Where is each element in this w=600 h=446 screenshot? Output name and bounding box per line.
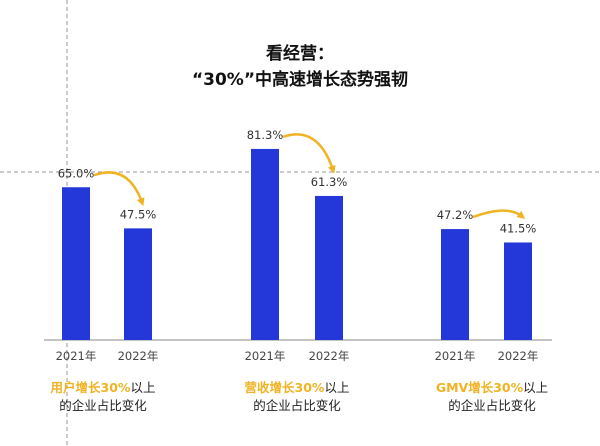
data-label-1-1: 65.0% — [58, 166, 95, 180]
decline-arrow-3 — [472, 209, 526, 220]
bar-2-2 — [315, 195, 343, 340]
data-label-2-1: 81.3% — [247, 128, 284, 142]
data-label-1-2: 47.5% — [120, 207, 157, 221]
caption-line2-3: 的企业占比变化 — [448, 398, 536, 413]
caption-line1-1: 用户增长30%以上 — [50, 380, 156, 395]
bar-3-1 — [441, 229, 469, 340]
data-label-3-1: 47.2% — [437, 208, 474, 222]
caption-rest-3: 以上 — [523, 380, 548, 395]
bar-3-2 — [504, 242, 532, 340]
data-label-3-2: 41.5% — [500, 221, 537, 235]
caption-line2-2: 的企业占比变化 — [253, 398, 341, 413]
data-label-2-2: 61.3% — [311, 175, 348, 189]
caption-highlight-3: GMV增长30% — [436, 380, 524, 395]
x-tick-label-3-2: 2022年 — [498, 349, 539, 363]
x-tick-label-2-1: 2021年 — [245, 349, 286, 363]
caption-line1-2: 营收增长30%以上 — [245, 380, 350, 395]
bar-1-2 — [124, 228, 152, 340]
bar-1-1 — [62, 187, 90, 340]
chart-title-line2: “30%”中高速增长态势强韧 — [192, 69, 408, 90]
x-tick-label-2-2: 2022年 — [309, 349, 350, 363]
caption-rest-2: 以上 — [324, 380, 349, 395]
caption-highlight-1: 用户增长30% — [50, 380, 131, 395]
decline-arrow-2 — [282, 133, 336, 174]
caption-rest-1: 以上 — [130, 380, 155, 395]
caption-line1-3: GMV增长30%以上 — [436, 380, 548, 395]
x-tick-label-1-2: 2022年 — [118, 349, 159, 363]
bar-2-1 — [251, 148, 279, 340]
x-tick-label-3-1: 2021年 — [435, 349, 476, 363]
x-tick-label-1-1: 2021年 — [56, 349, 97, 363]
chart-title-line1: 看经营： — [265, 43, 334, 64]
decline-arrow-1 — [93, 171, 145, 207]
caption-line2-1: 的企业占比变化 — [59, 398, 147, 413]
caption-highlight-2: 营收增长30% — [245, 380, 325, 395]
